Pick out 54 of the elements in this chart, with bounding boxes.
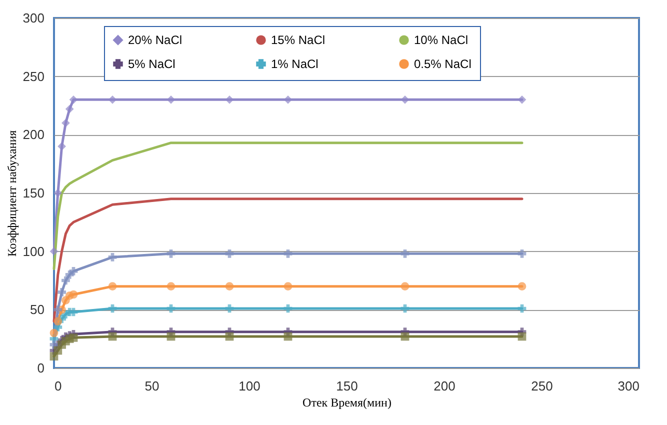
x-tick-label: 50 xyxy=(144,378,160,394)
point xyxy=(50,247,58,256)
point xyxy=(400,332,410,341)
y-tick-label: 150 xyxy=(22,186,44,200)
legend-label: 10% NaCl xyxy=(414,33,468,48)
y-axis-title: Коэффициент набухания xyxy=(4,130,19,257)
point xyxy=(400,249,410,258)
legend-label: 0.5% NaCl xyxy=(414,57,472,71)
point xyxy=(108,332,117,341)
y-tick-label: 250 xyxy=(22,68,44,84)
x-tick-label: 250 xyxy=(531,378,553,394)
y-tick-label: 200 xyxy=(22,127,44,142)
line-series xyxy=(52,142,524,270)
x-tick-label: 0 xyxy=(54,378,62,394)
legend-label: 1% NaCl xyxy=(271,57,318,71)
point xyxy=(58,142,66,151)
point xyxy=(284,249,292,258)
point xyxy=(50,328,58,338)
point xyxy=(65,104,74,114)
point xyxy=(225,282,234,291)
point xyxy=(69,290,78,299)
point xyxy=(166,282,176,291)
x-tick-label: 200 xyxy=(434,378,456,394)
x-tick-label: 150 xyxy=(336,378,358,394)
y-tick-label: 0 xyxy=(37,360,44,376)
point xyxy=(54,305,62,314)
point xyxy=(166,332,176,341)
point xyxy=(225,249,234,258)
point xyxy=(400,282,410,291)
x-tick-label: 100 xyxy=(238,378,260,394)
point xyxy=(108,252,117,262)
point xyxy=(54,188,62,198)
point xyxy=(69,333,78,342)
point xyxy=(166,249,176,258)
point xyxy=(58,288,66,296)
y-tick-label: 300 xyxy=(22,10,44,26)
legend-label: 15% NaCl xyxy=(271,33,326,48)
point xyxy=(518,249,526,258)
point xyxy=(284,332,292,341)
legend-label: 5% NaCl xyxy=(128,57,176,71)
x-tick-label: 300 xyxy=(618,378,640,394)
point xyxy=(69,266,78,276)
point xyxy=(62,276,70,285)
point xyxy=(108,282,117,291)
point xyxy=(284,282,292,291)
legend-label: 20% NaCl xyxy=(128,33,182,48)
point xyxy=(518,282,526,291)
point xyxy=(62,118,70,128)
y-tick-label: 100 xyxy=(22,244,44,259)
point xyxy=(54,317,62,326)
x-axis-title: Отек Время(мин) xyxy=(302,396,392,410)
point xyxy=(225,332,234,341)
y-tick-label: 50 xyxy=(30,302,44,318)
point xyxy=(518,332,526,341)
